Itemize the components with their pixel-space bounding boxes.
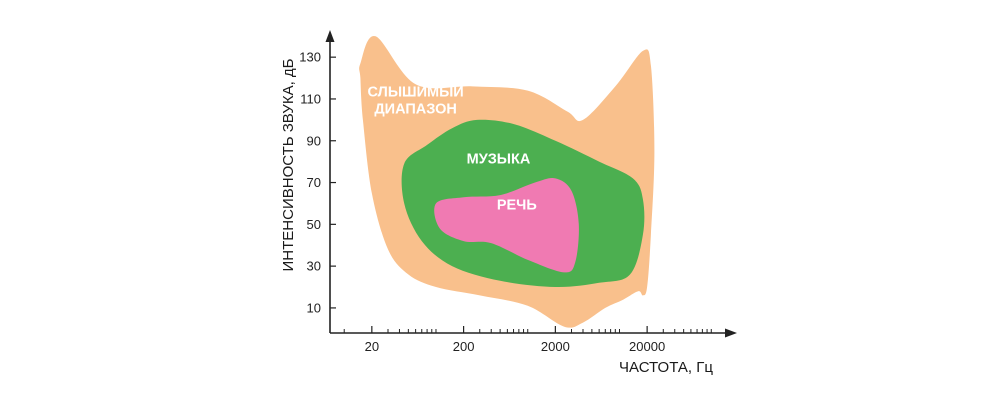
y-tick-label: 90 (307, 133, 321, 148)
y-tick-label: 30 (307, 259, 321, 274)
y-tick-label: 130 (299, 50, 321, 65)
x-axis-arrow (725, 328, 737, 338)
ticks-layer: 10 30 50 70 90 110 130 20 200 2000 20000 (299, 50, 712, 354)
y-tick-label: 110 (300, 91, 321, 106)
axes (325, 30, 737, 338)
y-tick-label: 10 (307, 300, 321, 315)
hearing-range-label: СЛЫШИМЫЙ ДИАПАЗОН (368, 83, 464, 118)
x-tick-label: 200 (453, 339, 475, 354)
y-axis-title: ИНТЕНСИВНОСТЬ ЗВУКА, дБ (280, 58, 297, 271)
hearing-range-label-line: ДИАПАЗОН (374, 102, 457, 118)
speech-label-line: РЕЧЬ (497, 198, 537, 214)
hearing-range-label-line: СЛЫШИМЫЙ (368, 83, 464, 101)
y-tick-label: 50 (307, 217, 321, 232)
y-tick-label: 70 (307, 175, 321, 190)
region-labels: СЛЫШИМЫЙ ДИАПАЗОН МУЗЫКА РЕЧЬ (368, 83, 537, 214)
x-tick-label: 2000 (541, 339, 570, 354)
music-label-line: МУЗЫКА (467, 152, 531, 168)
x-tick-label: 20 (365, 339, 379, 354)
speech-label: РЕЧЬ (497, 198, 537, 214)
regions-layer (359, 35, 655, 328)
x-axis-title: ЧАСТОТА, Гц (619, 359, 713, 376)
x-tick-label: 20000 (629, 339, 665, 354)
y-axis-arrow (325, 30, 335, 42)
region-speech (434, 178, 579, 273)
music-label: МУЗЫКА (467, 152, 531, 168)
